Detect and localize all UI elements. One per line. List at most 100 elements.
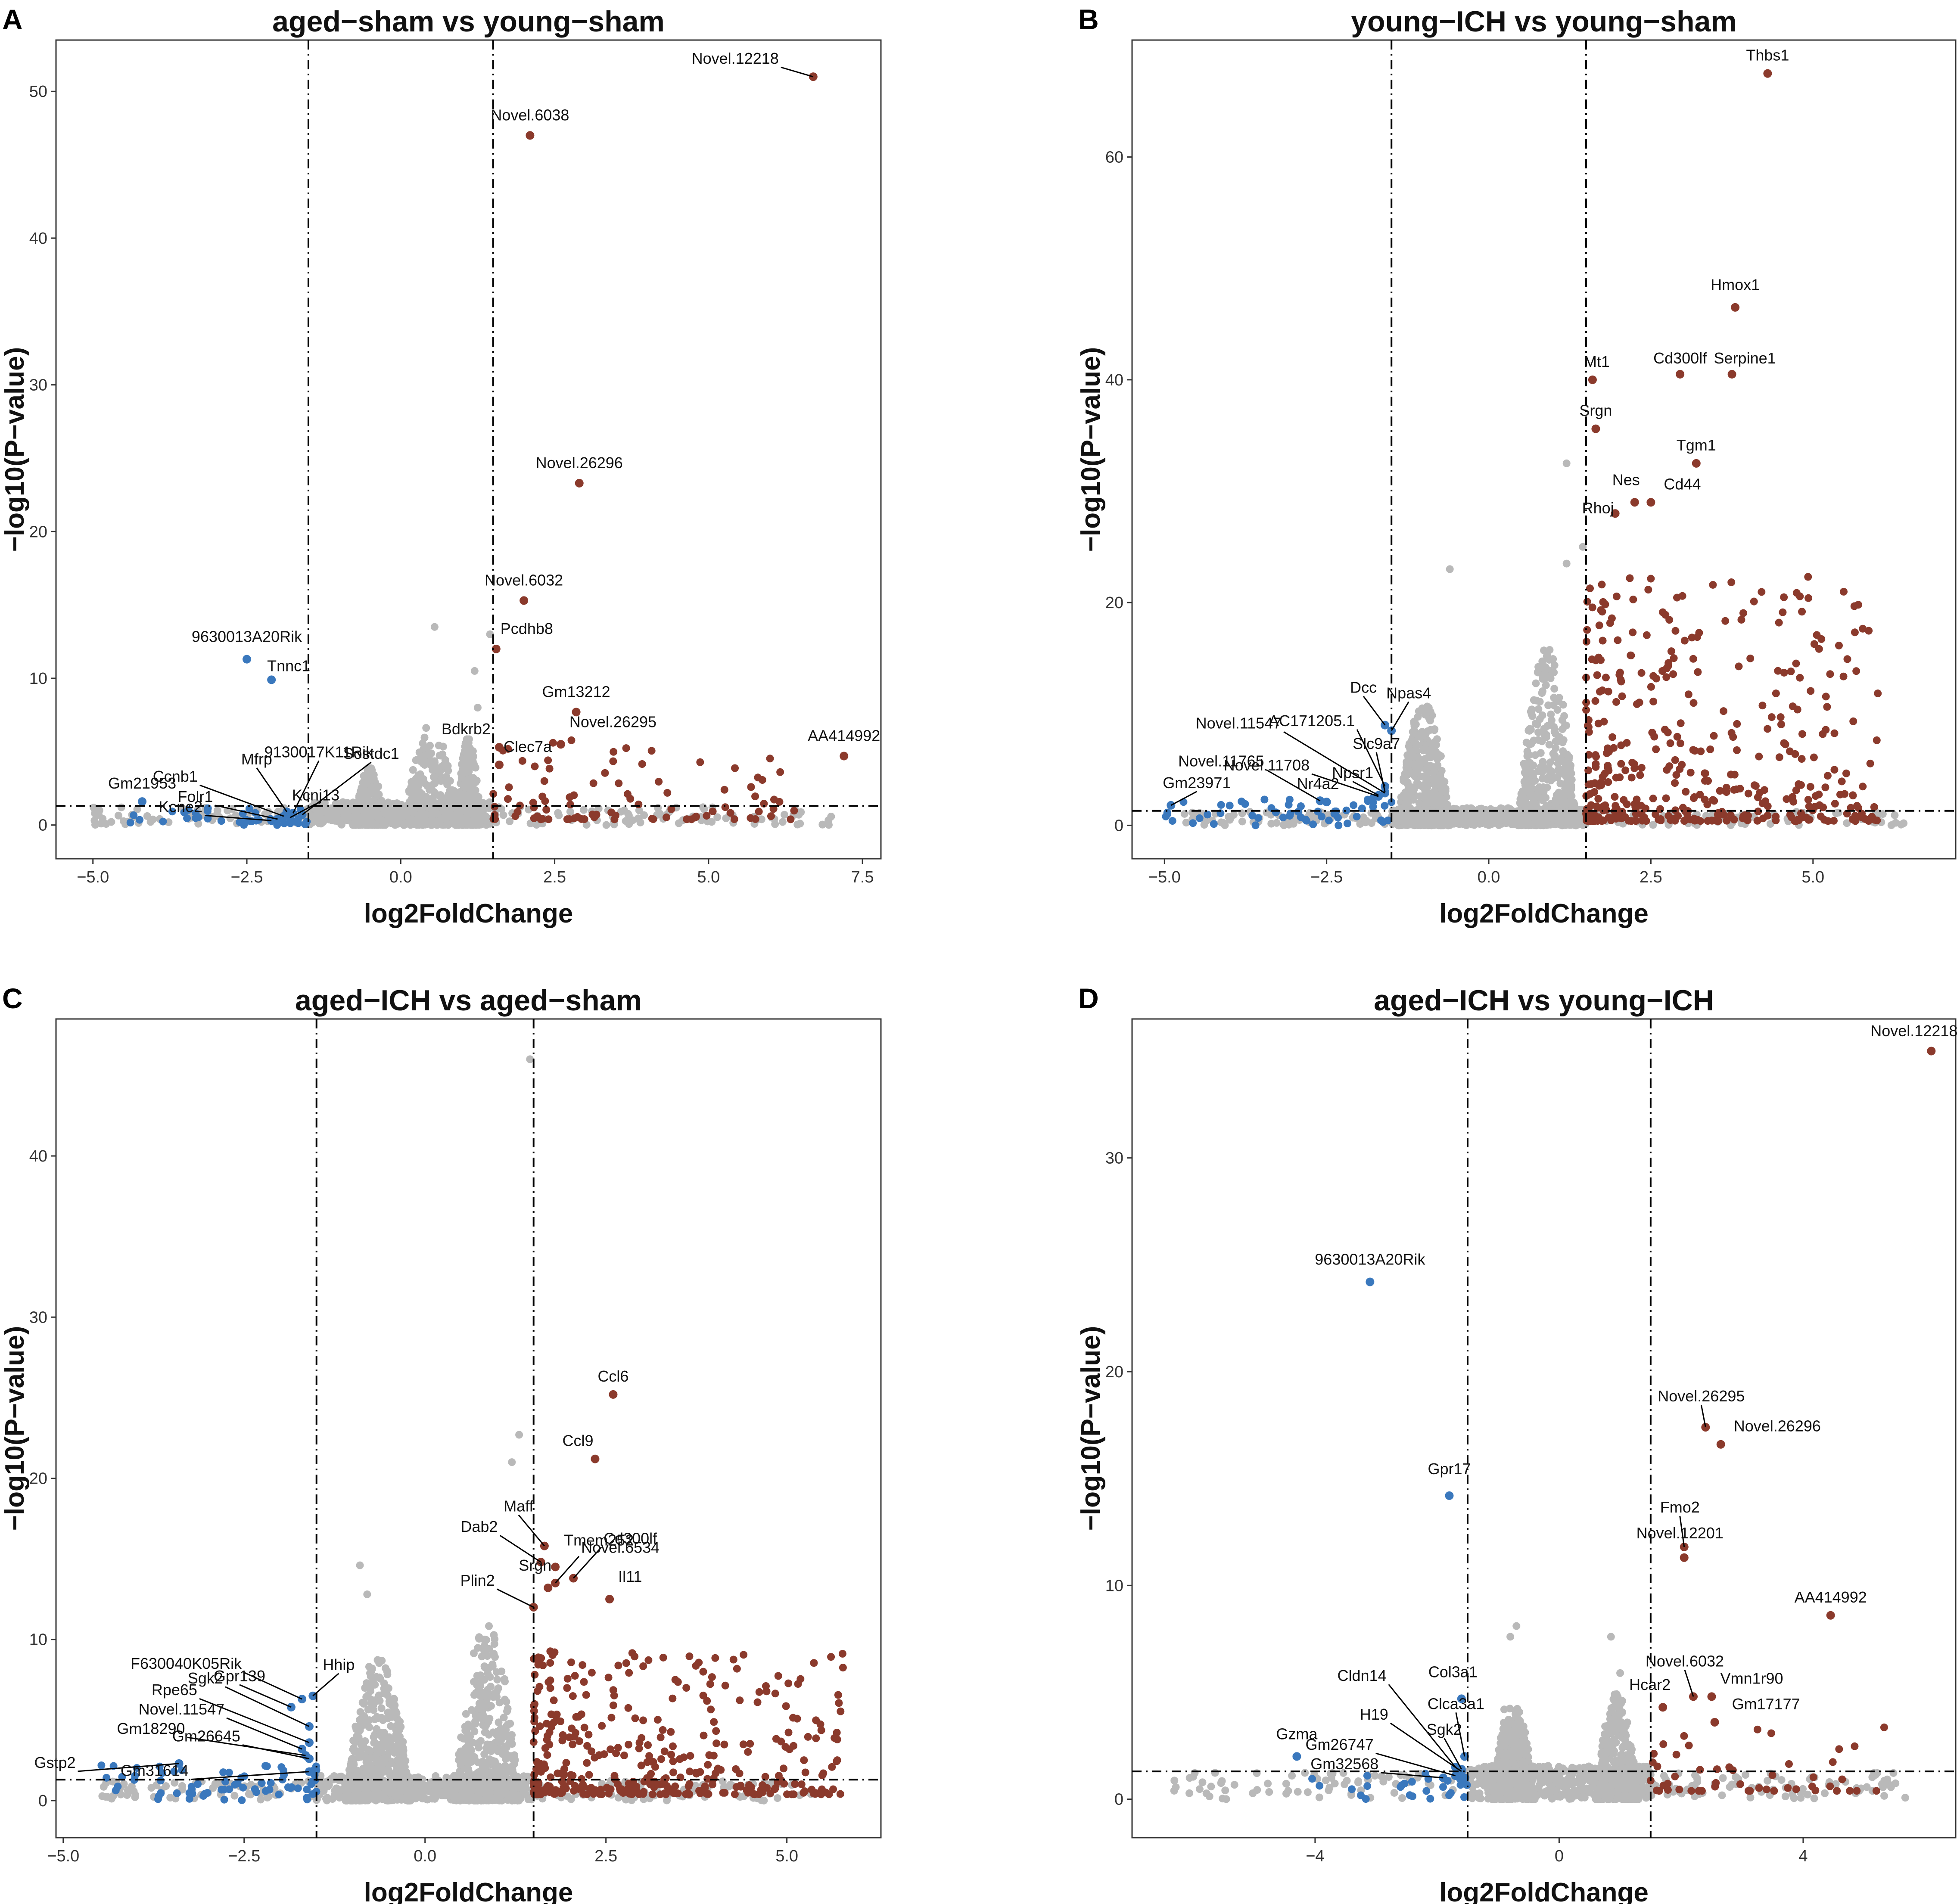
gene-label: Novel.26296 (536, 454, 623, 472)
up-regulated-point (504, 745, 512, 753)
up-regulated-point (1695, 629, 1703, 637)
up-regulated-point (1612, 801, 1620, 810)
up-regulated-point (1679, 804, 1687, 812)
grey-point (1550, 661, 1559, 669)
grey-point (1221, 821, 1229, 829)
grey-point (431, 820, 439, 828)
up-regulated-point (590, 813, 598, 821)
grey-point (1539, 796, 1547, 804)
down-regulated-point (1189, 819, 1197, 827)
grey-point (1534, 705, 1543, 713)
grey-point (1444, 821, 1452, 829)
up-regulated-point (1635, 699, 1643, 707)
grey-point (778, 818, 787, 826)
up-regulated-point (1648, 728, 1656, 736)
grey-point (448, 786, 456, 794)
up-regulated-point (1704, 777, 1712, 785)
up-regulated-point (726, 809, 734, 817)
up-regulated-point (601, 769, 609, 777)
label-leader-line (205, 814, 272, 821)
y-tick-label: 10 (29, 670, 47, 688)
up-regulated-point (663, 789, 672, 797)
down-regulated-point (1279, 814, 1287, 822)
grey-point (1416, 792, 1424, 800)
grey-point (470, 667, 479, 675)
up-regulated-point (1792, 659, 1800, 668)
grey-point (365, 770, 373, 779)
up-regulated-point (1658, 608, 1667, 616)
up-regulated-point (1826, 670, 1834, 678)
up-regulated-point (1865, 627, 1873, 635)
grey-point (1568, 803, 1577, 811)
down-regulated-point (1302, 817, 1310, 825)
grey-point (1431, 788, 1439, 796)
labeled-up-point (840, 752, 849, 761)
up-regulated-point (1796, 674, 1804, 682)
grey-point (1550, 685, 1559, 693)
down-regulated-point (130, 811, 138, 820)
y-tick-label: 0 (38, 817, 47, 835)
down-regulated-point (1238, 797, 1246, 805)
y-tick-label: 40 (1105, 371, 1123, 389)
labeled-up-point (520, 596, 529, 605)
grey-point (1531, 751, 1539, 759)
grey-point (1362, 817, 1370, 826)
up-regulated-point (1838, 777, 1846, 786)
up-regulated-point (513, 808, 522, 816)
grey-point (481, 1728, 489, 1736)
up-regulated-point (1739, 609, 1747, 617)
grey-point (1559, 747, 1567, 755)
grey-point (419, 759, 427, 767)
gene-label: Hmox1 (1711, 276, 1760, 294)
up-regulated-point (505, 783, 513, 791)
down-regulated-point (1353, 812, 1361, 820)
up-regulated-point (1647, 575, 1655, 583)
grey-point (1522, 808, 1530, 816)
up-regulated-point (635, 800, 643, 808)
grey-point (346, 813, 354, 821)
up-regulated-point (1798, 608, 1806, 616)
grey-point (414, 773, 423, 781)
up-regulated-point (1644, 586, 1652, 594)
down-regulated-point (204, 804, 212, 812)
up-regulated-point (760, 800, 768, 808)
up-regulated-point (1739, 812, 1747, 820)
down-regulated-point (1381, 802, 1389, 810)
x-tick-label: 7.5 (851, 868, 874, 886)
grey-point (377, 1704, 386, 1712)
up-regulated-point (1666, 739, 1674, 747)
up-regulated-point (1730, 816, 1738, 824)
grey-point (429, 794, 437, 802)
grey-point (402, 811, 411, 820)
grey-point (133, 805, 141, 814)
up-regulated-point (1599, 637, 1607, 645)
up-regulated-point (1611, 793, 1619, 801)
up-regulated-point (1627, 773, 1636, 782)
grey-point (1200, 821, 1208, 829)
grey-point (467, 794, 476, 802)
up-regulated-point (1774, 667, 1782, 675)
x-tick-label: 0.0 (389, 868, 412, 886)
up-regulated-point (1733, 746, 1741, 754)
down-regulated-point (1260, 795, 1269, 804)
gene-label: Clec7a (504, 738, 552, 755)
gene-label: Npas4 (1386, 684, 1431, 702)
up-regulated-point (1614, 636, 1622, 644)
x-tick-label: 5.0 (697, 868, 720, 886)
grey-point (464, 1742, 472, 1750)
grey-point (456, 792, 464, 800)
grey-point (1552, 737, 1560, 745)
up-regulated-point (1664, 728, 1672, 736)
up-regulated-point (1582, 706, 1590, 714)
up-regulated-point (1637, 669, 1646, 677)
grey-point (1238, 817, 1246, 826)
gene-label: Cd300lf (1653, 349, 1707, 367)
down-regulated-point (1195, 814, 1204, 822)
x-tick-label: 0.0 (414, 1847, 436, 1865)
down-regulated-point (294, 819, 302, 827)
down-regulated-point (245, 804, 253, 813)
up-regulated-point (1629, 628, 1637, 637)
gene-labels: Novel.12218Novel.6038Novel.26296Novel.60… (108, 50, 880, 821)
y-tick-label: 10 (29, 1631, 47, 1649)
grey-point (213, 807, 221, 815)
